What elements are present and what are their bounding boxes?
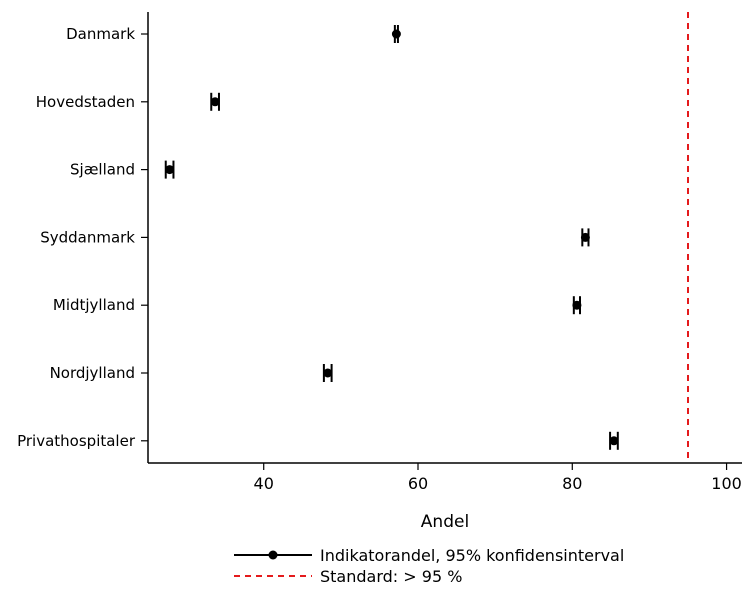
y-tick-label-midtjylland: Midtjylland	[53, 296, 135, 314]
x-tick-label-80: 80	[562, 474, 582, 493]
data-point-danmark	[391, 29, 401, 39]
x-tick-label-100: 100	[711, 474, 742, 493]
data-point-privathospitaler	[609, 436, 619, 446]
y-tick-label-hovedstaden: Hovedstaden	[36, 93, 135, 111]
x-tick-label-60: 60	[408, 474, 428, 493]
data-point-hovedstaden	[210, 97, 220, 107]
data-point-syddanmark	[580, 232, 590, 242]
data-point-midtjylland	[572, 300, 582, 310]
data-point-sjælland	[165, 165, 175, 175]
legend-standard-label: Standard: > 95 %	[320, 567, 462, 585]
data-point-nordjylland	[323, 368, 333, 378]
legend: Indikatorandel, 95% konfidensinterval St…	[234, 546, 624, 586]
y-tick-label-danmark: Danmark	[66, 25, 135, 43]
plot-area: 40 60 80 100 Danmark Hovedstaden Sjælland Sydda…	[17, 12, 742, 493]
x-tick-label-40: 40	[254, 474, 274, 493]
y-tick-label-sjælland: Sjælland	[70, 161, 135, 179]
y-tick-label-syddanmark: Syddanmark	[40, 228, 135, 246]
y-tick-label-privathospitaler: Privathospitaler	[17, 432, 136, 450]
legend-series-marker	[268, 550, 278, 560]
legend-series-label: Indikatorandel, 95% konfidensinterval	[320, 546, 624, 565]
y-tick-label-nordjylland: Nordjylland	[50, 364, 135, 382]
x-axis-title: Andel	[421, 512, 469, 532]
